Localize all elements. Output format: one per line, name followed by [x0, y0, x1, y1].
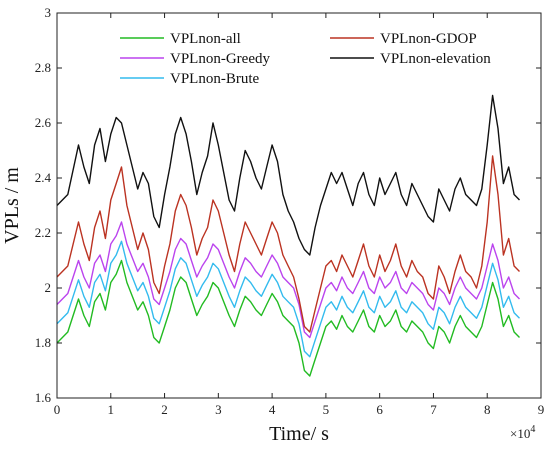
y-tick-label: 2.4 — [35, 170, 52, 185]
legend-label: VPLnon-all — [170, 31, 241, 47]
x-tick-label: 0 — [54, 402, 61, 417]
x-tick-label: 7 — [430, 402, 437, 417]
y-tick-label: 2.6 — [35, 115, 52, 130]
legend-label: VPLnon-GDOP — [380, 31, 477, 47]
series-line-vplnon-elevation — [56, 94, 520, 256]
legend-label: VPLnon-Brute — [170, 71, 260, 87]
series-line-vplnon-brute — [56, 240, 520, 358]
x-axis-multiplier: ×104 — [510, 424, 535, 441]
y-tick-label: 3 — [45, 5, 52, 20]
series-line-vplnon-gdop — [56, 155, 520, 333]
y-tick-label: 2.8 — [35, 60, 51, 75]
x-axis-multiplier-base: ×10 — [510, 426, 530, 441]
legend: VPLnon-all VPLnon-Greedy VPLnon-Brute VPLno… — [120, 31, 491, 87]
y-tick-label: 1.8 — [35, 335, 51, 350]
series-layer — [56, 94, 520, 377]
series-line-vplnon-all — [56, 259, 520, 377]
y-tick-label: 2 — [45, 280, 52, 295]
x-tick-label: 2 — [161, 402, 168, 417]
x-tick-label: 8 — [484, 402, 491, 417]
y-axis-title: VPLs / m — [1, 167, 23, 244]
x-tick-label: 3 — [215, 402, 222, 417]
x-tick-label: 5 — [323, 402, 330, 417]
y-tick-label: 2.2 — [35, 225, 51, 240]
legend-label: VPLnon-Greedy — [170, 51, 270, 67]
x-tick-label: 6 — [376, 402, 383, 417]
y-axis-ticks: 1.6 1.8 2 2.2 2.4 2.6 2.8 3 — [35, 5, 541, 405]
x-axis-title: Time/ s — [269, 423, 329, 445]
x-tick-label: 4 — [269, 402, 276, 417]
y-tick-label: 1.6 — [35, 390, 52, 405]
x-tick-label: 9 — [538, 402, 545, 417]
plot-frame — [56, 12, 542, 399]
x-axis-ticks: 0 1 2 3 4 5 6 7 8 9 — [54, 13, 545, 417]
x-tick-label: 1 — [108, 402, 115, 417]
x-axis-multiplier-exponent: 4 — [530, 424, 535, 435]
series-line-vplnon-greedy — [56, 221, 520, 339]
legend-label: VPLnon-elevation — [380, 51, 491, 67]
